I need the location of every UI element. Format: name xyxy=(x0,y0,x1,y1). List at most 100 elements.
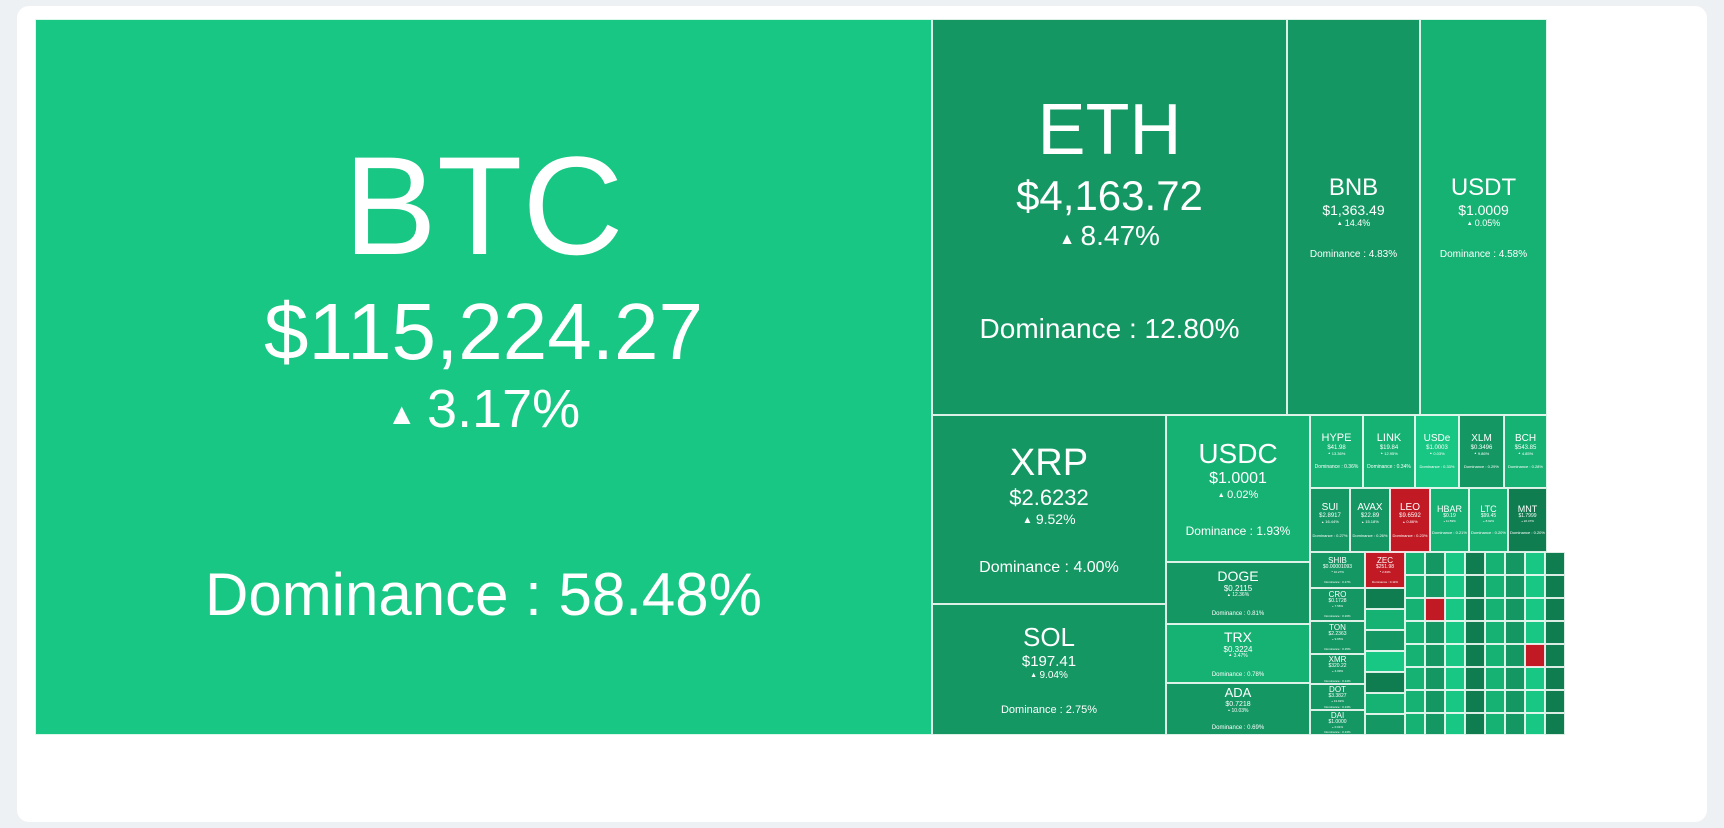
coin-tile-cro[interactable]: CRO $0.1728 ▲7.56% Dominance : 0.16% xyxy=(1310,588,1365,621)
small-coin-tile[interactable] xyxy=(1525,690,1545,713)
small-coin-tile[interactable] xyxy=(1365,588,1405,609)
coin-tile-doge[interactable]: DOGE $0.2115 ▲12.36% Dominance : 0.81% xyxy=(1166,562,1310,624)
small-coin-tile[interactable] xyxy=(1525,667,1545,690)
coin-tile-bnb[interactable]: BNB $1,363.49 ▲ 14.4% Dominance : 4.83% xyxy=(1287,19,1420,415)
small-coin-tile[interactable] xyxy=(1525,552,1545,575)
small-coin-tile[interactable] xyxy=(1485,598,1505,621)
small-coin-tile[interactable] xyxy=(1445,575,1465,598)
small-coin-tile[interactable] xyxy=(1525,621,1545,644)
coin-tile-trx[interactable]: TRX $0.3224 ▲3.47% Dominance : 0.78% xyxy=(1166,624,1310,683)
small-coin-tile[interactable] xyxy=(1505,621,1525,644)
small-coin-tile[interactable] xyxy=(1465,575,1485,598)
coin-tile-sol[interactable]: SOL $197.41 ▲ 9.04% Dominance : 2.75% xyxy=(932,604,1166,735)
small-coin-tile[interactable] xyxy=(1365,693,1405,714)
small-coin-tile[interactable] xyxy=(1465,644,1485,667)
small-coin-tile[interactable] xyxy=(1465,621,1485,644)
coin-tile-bch[interactable]: BCH $543.85 ▲4.85% Dominance : 0.28% xyxy=(1504,415,1547,488)
small-coin-tile[interactable] xyxy=(1545,575,1565,598)
small-coin-tile[interactable] xyxy=(1465,690,1485,713)
coin-tile-ada[interactable]: ADA $0.7218 ▲10.03% Dominance : 0.69% xyxy=(1166,683,1310,735)
small-coin-tile[interactable] xyxy=(1465,667,1485,690)
small-coin-tile[interactable] xyxy=(1505,552,1525,575)
small-coin-tile[interactable] xyxy=(1425,575,1445,598)
small-coin-tile[interactable] xyxy=(1465,598,1485,621)
small-coin-tile[interactable] xyxy=(1505,644,1525,667)
small-coin-tile[interactable] xyxy=(1405,552,1425,575)
small-coin-tile[interactable] xyxy=(1505,713,1525,735)
coin-tile-usdt[interactable]: USDT $1.0009 ▲ 0.05% Dominance : 4.58% xyxy=(1420,19,1547,415)
small-coin-tile[interactable] xyxy=(1405,598,1425,621)
small-coin-tile[interactable] xyxy=(1525,644,1545,667)
coin-tile-eth[interactable]: ETH $4,163.72 ▲ 8.47% Dominance : 12.80% xyxy=(932,19,1287,415)
small-coin-tile[interactable] xyxy=(1545,644,1565,667)
small-coin-tile[interactable] xyxy=(1545,598,1565,621)
small-coin-tile[interactable] xyxy=(1445,621,1465,644)
coin-tile-leo[interactable]: LEO $9.6592 ▲0.86% Dominance : 0.23% xyxy=(1390,488,1430,552)
coin-tile-xlm[interactable]: XLM $0.3496 ▲9.86% Dominance : 0.29% xyxy=(1459,415,1504,488)
small-coin-tile[interactable] xyxy=(1505,667,1525,690)
dominance-label: Dominance : xyxy=(1211,611,1248,618)
small-coin-tile[interactable] xyxy=(1405,690,1425,713)
small-coin-tile[interactable] xyxy=(1445,713,1465,735)
small-coin-tile[interactable] xyxy=(1365,672,1405,693)
small-coin-tile[interactable] xyxy=(1365,630,1405,651)
coin-tile-avax[interactable]: AVAX $22.89 ▲15.18% Dominance : 0.26% xyxy=(1350,488,1390,552)
coin-tile-hype[interactable]: HYPE $41.98 ▲13.36% Dominance : 0.36% xyxy=(1310,415,1363,488)
coin-tile-zec[interactable]: ZEC $251.98 ▲2.63% Dominance : 0.11% xyxy=(1365,552,1405,588)
small-coin-tile[interactable] xyxy=(1365,651,1405,672)
small-coin-tile[interactable] xyxy=(1405,621,1425,644)
small-coin-tile[interactable] xyxy=(1425,644,1445,667)
small-coin-tile[interactable] xyxy=(1485,621,1505,644)
small-coin-tile[interactable] xyxy=(1545,621,1565,644)
small-coin-tile[interactable] xyxy=(1545,713,1565,735)
small-coin-tile[interactable] xyxy=(1525,598,1545,621)
coin-tile-hbar[interactable]: HBAR $0.19 ▲11.59% Dominance : 0.21% xyxy=(1430,488,1469,552)
small-coin-tile[interactable] xyxy=(1425,598,1445,621)
small-coin-tile[interactable] xyxy=(1445,690,1465,713)
small-coin-tile[interactable] xyxy=(1505,575,1525,598)
small-coin-tile[interactable] xyxy=(1545,690,1565,713)
small-coin-tile[interactable] xyxy=(1405,575,1425,598)
coin-tile-xmr[interactable]: XMR $320.22 ▲4.09% Dominance : 0.14% xyxy=(1310,654,1365,684)
small-coin-tile[interactable] xyxy=(1505,690,1525,713)
small-coin-tile[interactable] xyxy=(1425,552,1445,575)
small-coin-tile[interactable] xyxy=(1485,690,1505,713)
small-coin-tile[interactable] xyxy=(1425,667,1445,690)
small-coin-tile[interactable] xyxy=(1425,690,1445,713)
small-coin-tile[interactable] xyxy=(1425,713,1445,735)
small-coin-tile[interactable] xyxy=(1365,714,1405,735)
coin-tile-dot[interactable]: DOT $3.3827 ▲13.02% Dominance : 0.13% xyxy=(1310,684,1365,710)
small-coin-tile[interactable] xyxy=(1505,598,1525,621)
coin-tile-sui[interactable]: SUI $2.8917 ▲16.44% Dominance : 0.27% xyxy=(1310,488,1350,552)
small-coin-tile[interactable] xyxy=(1485,575,1505,598)
small-coin-tile[interactable] xyxy=(1445,667,1465,690)
small-coin-tile[interactable] xyxy=(1465,713,1485,735)
small-coin-tile[interactable] xyxy=(1545,552,1565,575)
small-coin-tile[interactable] xyxy=(1425,621,1445,644)
small-coin-tile[interactable] xyxy=(1525,575,1545,598)
coin-tile-link[interactable]: LINK $19.84 ▲12.95% Dominance : 0.34% xyxy=(1363,415,1415,488)
small-coin-tile[interactable] xyxy=(1465,552,1485,575)
small-coin-tile[interactable] xyxy=(1445,644,1465,667)
coin-tile-mnt[interactable]: MNT $1.7999 ▲22.47% Dominance : 0.20% xyxy=(1508,488,1547,552)
coin-tile-btc[interactable]: BTC $115,224.27 ▲ 3.17% Dominance : 58.48% xyxy=(35,19,932,735)
coin-tile-usdc[interactable]: USDC $1.0001 ▲ 0.02% Dominance : 1.93% xyxy=(1166,415,1310,562)
small-coin-tile[interactable] xyxy=(1485,667,1505,690)
coin-tile-shib[interactable]: SHIB $0.00001093 ▲10.27% Dominance : 0.17% xyxy=(1310,552,1365,588)
small-coin-tile[interactable] xyxy=(1405,713,1425,735)
coin-tile-xrp[interactable]: XRP $2.6232 ▲ 9.52% Dominance : 4.00% xyxy=(932,415,1166,604)
coin-tile-usde[interactable]: USDe $1.0003 ▲0.03% Dominance : 0.33% xyxy=(1415,415,1459,488)
small-coin-tile[interactable] xyxy=(1445,552,1465,575)
small-coin-tile[interactable] xyxy=(1405,644,1425,667)
small-coin-tile[interactable] xyxy=(1485,552,1505,575)
small-coin-tile[interactable] xyxy=(1485,644,1505,667)
small-coin-tile[interactable] xyxy=(1445,598,1465,621)
small-coin-tile[interactable] xyxy=(1525,713,1545,735)
small-coin-tile[interactable] xyxy=(1405,667,1425,690)
coin-tile-ton[interactable]: TON $2.2363 ▲9.65% Dominance : 0.15% xyxy=(1310,621,1365,654)
small-coin-tile[interactable] xyxy=(1545,667,1565,690)
coin-tile-ltc[interactable]: LTC $99.45 ▲8.92% Dominance : 0.20% xyxy=(1469,488,1508,552)
small-coin-tile[interactable] xyxy=(1365,609,1405,630)
coin-tile-dai[interactable]: DAI $1.0000 ▲0.01% Dominance : 0.13% xyxy=(1310,710,1365,735)
small-coin-tile[interactable] xyxy=(1485,713,1505,735)
